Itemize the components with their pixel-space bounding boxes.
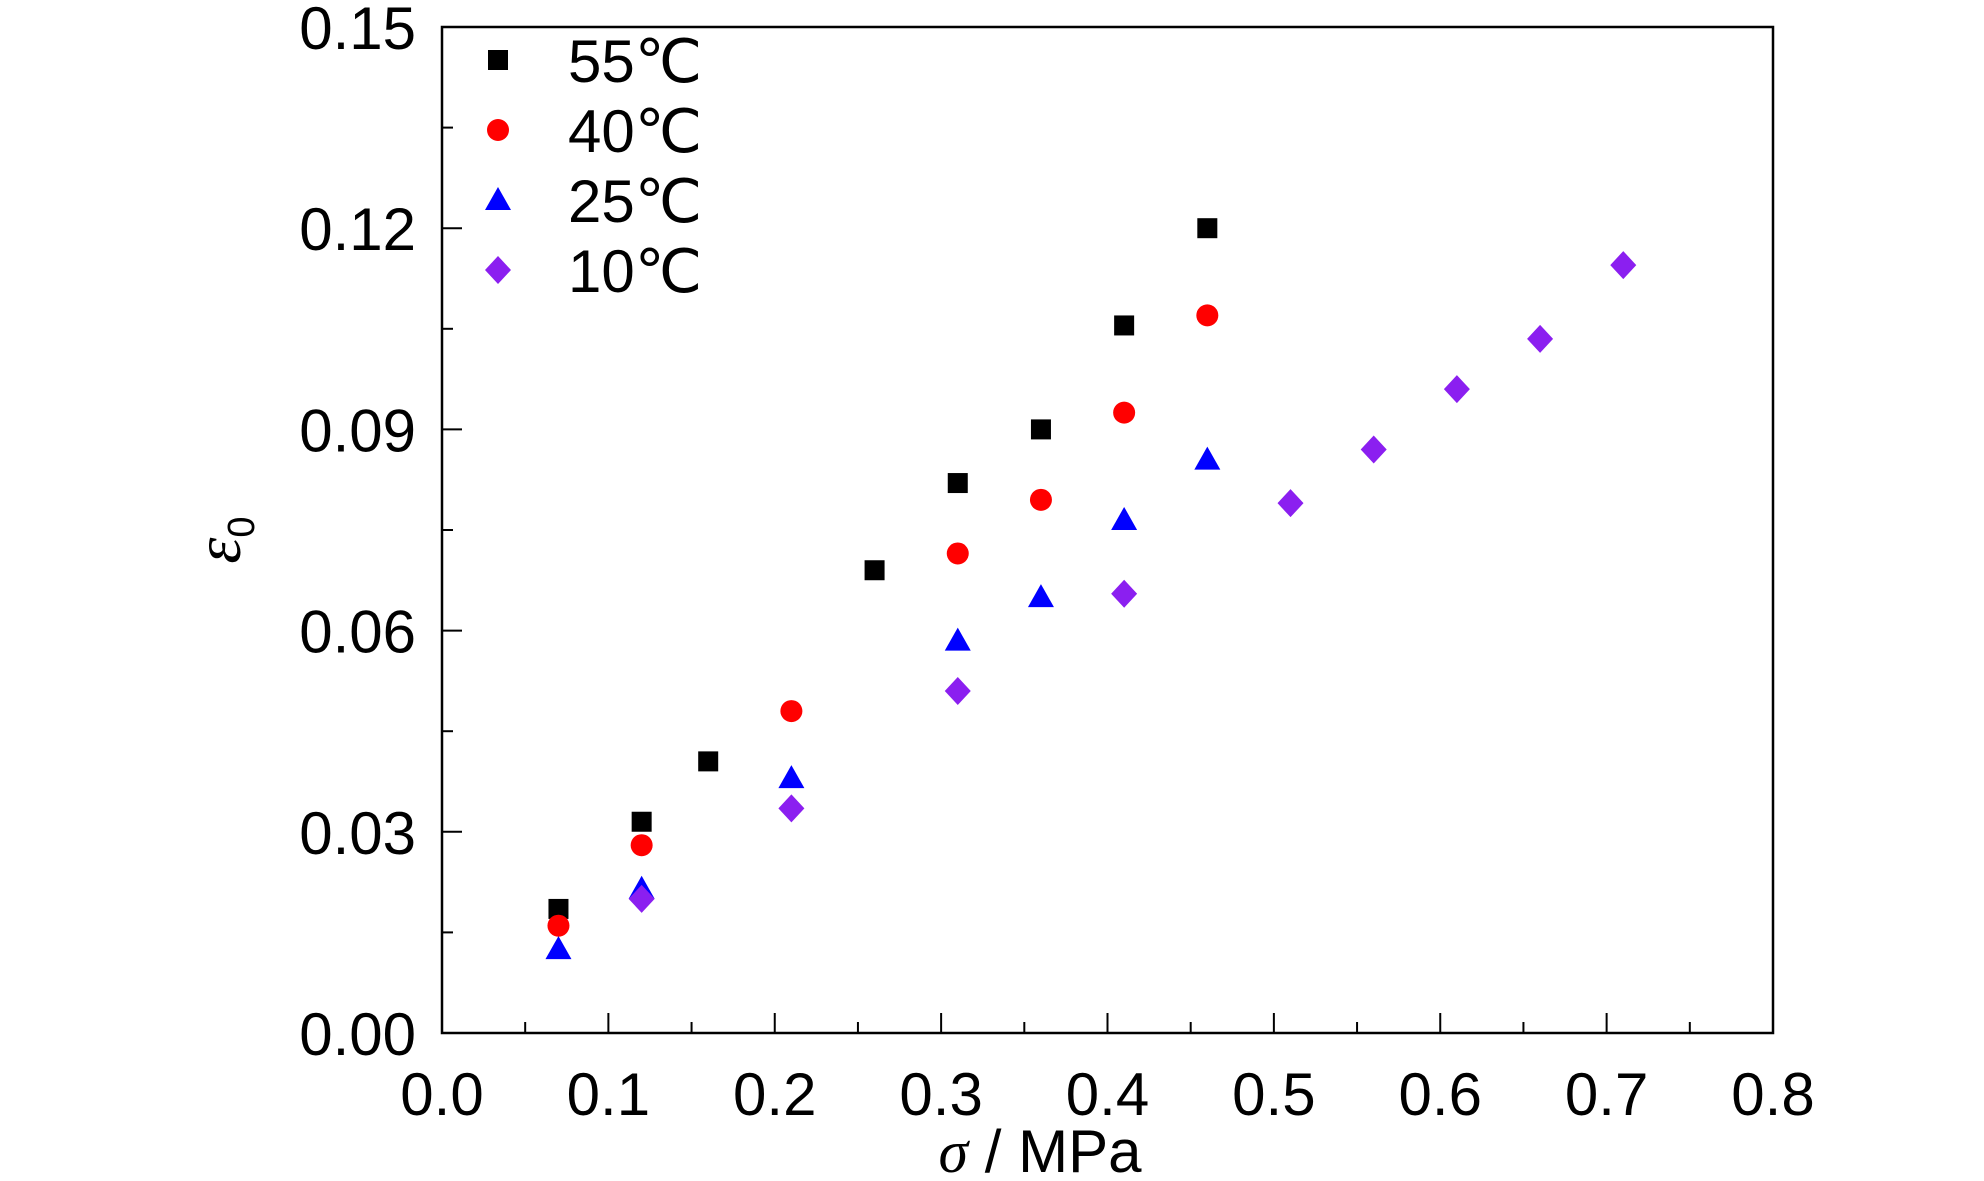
- series-square: [548, 218, 1218, 919]
- x-tick-label: 0.1: [567, 1061, 650, 1128]
- data-point-triangle: [1027, 584, 1054, 608]
- legend-label: 40℃: [568, 98, 702, 165]
- data-point-square: [1114, 315, 1135, 336]
- legend: 55℃40℃25℃10℃: [485, 28, 702, 305]
- data-point-circle: [946, 542, 969, 565]
- series-triangle: [545, 446, 1221, 960]
- data-point-circle: [630, 834, 653, 857]
- data-point-circle: [1029, 488, 1052, 511]
- data-points: [545, 218, 1637, 960]
- data-point-circle: [780, 700, 803, 723]
- legend-marker-square: [488, 50, 508, 70]
- data-point-diamond: [1111, 579, 1138, 608]
- series-diamond: [628, 251, 1637, 913]
- data-point-square: [1030, 419, 1051, 440]
- y-axis-symbol: ε: [182, 538, 255, 564]
- y-axis-subscript: 0: [221, 516, 263, 537]
- x-axis-title: σ / MPa: [939, 1118, 1143, 1181]
- x-tick-label: 0.0: [400, 1061, 483, 1128]
- y-tick-label: 0.03: [299, 800, 416, 867]
- data-point-triangle: [545, 936, 572, 960]
- data-point-circle: [547, 914, 570, 937]
- y-axis-title: ε0: [182, 516, 263, 563]
- ticks: [441, 26, 1774, 1034]
- legend-label: 10℃: [568, 238, 702, 305]
- y-tick-label: 0.15: [299, 0, 416, 62]
- data-point-circle: [1196, 304, 1219, 327]
- data-point-square: [631, 811, 652, 832]
- x-axis-symbol: σ: [939, 1119, 971, 1181]
- data-point-diamond: [1360, 435, 1387, 464]
- data-point-triangle: [778, 765, 805, 789]
- legend-marker-triangle: [485, 187, 511, 210]
- data-point-square: [1197, 218, 1218, 239]
- data-point-diamond: [944, 676, 971, 705]
- data-point-diamond: [778, 794, 805, 823]
- data-point-square: [864, 560, 885, 581]
- legend-marker-diamond: [485, 256, 511, 284]
- x-tick-label: 0.4: [1066, 1061, 1149, 1128]
- data-point-square: [698, 751, 719, 772]
- x-tick-label: 0.6: [1399, 1061, 1482, 1128]
- legend-label: 55℃: [568, 28, 702, 95]
- x-tick-label: 0.7: [1565, 1061, 1648, 1128]
- x-tick-label: 0.3: [899, 1061, 982, 1128]
- series-circle: [547, 304, 1219, 937]
- y-tick-label: 0.12: [299, 196, 416, 263]
- data-point-diamond: [1443, 375, 1470, 404]
- y-tick-label: 0.00: [299, 1001, 416, 1068]
- data-point-triangle: [1111, 506, 1138, 530]
- data-point-circle: [1113, 401, 1136, 424]
- y-tick-label: 0.06: [299, 599, 416, 666]
- x-tick-label: 0.2: [733, 1061, 816, 1128]
- x-tick-label: 0.8: [1731, 1061, 1814, 1128]
- legend-label: 25℃: [568, 168, 702, 235]
- tick-labels: 0.0 0.1 0.2 0.3 0.4 0.5 0.6 0.7 0.8 0.00 0.03 0.06 0…: [299, 0, 1814, 1128]
- data-point-diamond: [1527, 324, 1554, 353]
- data-point-triangle: [944, 627, 971, 651]
- data-point-diamond: [1610, 251, 1637, 280]
- x-axis-unit: / MPa: [968, 1118, 1142, 1181]
- data-point-square: [947, 473, 968, 494]
- x-tick-label: 0.5: [1232, 1061, 1315, 1128]
- data-point-diamond: [1277, 489, 1304, 518]
- y-tick-label: 0.09: [299, 397, 416, 464]
- data-point-square: [548, 898, 569, 919]
- data-point-diamond: [628, 884, 655, 913]
- data-point-triangle: [1194, 446, 1221, 470]
- legend-marker-circle: [487, 119, 509, 141]
